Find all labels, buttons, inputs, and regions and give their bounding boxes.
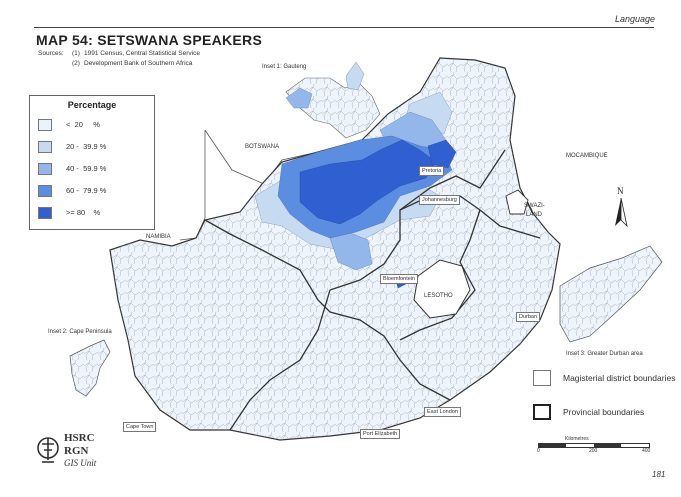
label-bloemfontein: Bloemfontein <box>380 274 419 284</box>
label-botswana: BOTSWANA <box>245 144 279 150</box>
region-80 <box>427 139 457 169</box>
legend-swatch <box>38 184 52 197</box>
legend-item: < 20 % <box>38 118 100 131</box>
label-namibia: NAMIBIA <box>146 234 171 240</box>
scale-tick: 0 <box>537 448 540 454</box>
sources: Sources: (1) 1991 Census, Central Statis… <box>38 49 200 69</box>
legend-item: 40 - 59.9 % <box>38 162 106 175</box>
label-pretoria: Pretoria <box>419 166 445 176</box>
legend-label: 40 - 59.9 % <box>66 164 107 173</box>
label-durban: Durban <box>516 312 541 322</box>
label-lesotho: LESOTHO <box>424 293 453 299</box>
north-arrow-icon <box>615 198 628 228</box>
legend-swatch <box>38 162 52 175</box>
legend-swatch <box>38 118 52 131</box>
provincial-boundaries <box>204 149 541 431</box>
hsrc-emblem-icon <box>37 437 59 463</box>
legend-label: 20 - 39.9 % <box>66 142 107 151</box>
logo-text-rgn: RGN <box>64 445 89 457</box>
label-port-elizabeth: Port Elizabeth <box>360 429 401 439</box>
section-label: Language <box>614 14 655 24</box>
source-row: (2) Development Bank of Southern Africa <box>38 59 200 69</box>
label-swaziland: SWAZI- <box>524 203 545 209</box>
percentage-legend: Percentage < 20 % 20 - 39.9 % 40 - 59.9 … <box>29 95 155 230</box>
legend-label: < 20 % <box>66 120 100 129</box>
swaziland <box>505 189 529 215</box>
source-text: 1991 Census, Central Statistical Service <box>84 50 200 57</box>
provincial-label: Provincial boundaries <box>563 407 645 417</box>
namibia-border <box>179 130 206 241</box>
source-text: Development Bank of Southern Africa <box>84 60 193 67</box>
logo-text-gis: GIS Unit <box>64 458 97 468</box>
label-inset-durban: Inset 3: Greater Durban area <box>566 351 643 357</box>
source-row: Sources: (1) 1991 Census, Central Statis… <box>38 49 200 59</box>
legend-item: >= 80 % <box>38 206 100 219</box>
lesotho <box>413 259 471 319</box>
source-num: (2) <box>72 60 80 67</box>
magisterial-label: Magisterial district boundaries <box>563 373 676 383</box>
legend-swatch <box>38 140 52 153</box>
scale-tick: 400 <box>642 448 651 454</box>
scale-bar-graphic <box>538 443 650 448</box>
legend-swatch <box>38 206 52 219</box>
inset-gauteng <box>285 61 381 139</box>
legend-item: 20 - 39.9 % <box>38 140 106 153</box>
source-num: (1) <box>72 50 80 57</box>
legend-label: 60 - 79.9 % <box>66 186 107 195</box>
legend-item: 60 - 79.9 % <box>38 184 106 197</box>
label-east-london: East London <box>424 407 461 417</box>
sources-label: Sources: <box>38 50 64 57</box>
logo-text-hsrc: HSRC <box>64 432 95 444</box>
map-title: MAP 54: SETSWANA SPEAKERS <box>36 32 263 48</box>
inset-greater-durban <box>559 245 663 343</box>
region-80 <box>299 139 437 225</box>
legend-title: Percentage <box>67 100 117 110</box>
magisterial-swatch <box>533 370 551 386</box>
north-letter: N <box>617 186 624 196</box>
label-mocambique: MOCAMBIQUE <box>566 153 608 159</box>
page-number: 181 <box>652 470 666 479</box>
label-johannesburg: Johannesburg <box>419 195 460 205</box>
label-inset-cape: Inset 2: Cape Peninsula <box>48 329 112 335</box>
label-swaziland: LAND <box>526 212 543 218</box>
provincial-swatch <box>533 404 551 420</box>
scale-tick: 200 <box>589 448 598 454</box>
label-inset-gauteng: Inset 1: Gauteng <box>262 64 306 70</box>
legend-label: >= 80 % <box>66 208 101 217</box>
inset-cape-peninsula <box>69 339 111 397</box>
header-rule <box>34 27 654 28</box>
label-cape-town: Cape Town <box>123 422 157 432</box>
scale-title: Kilometres <box>565 436 589 442</box>
